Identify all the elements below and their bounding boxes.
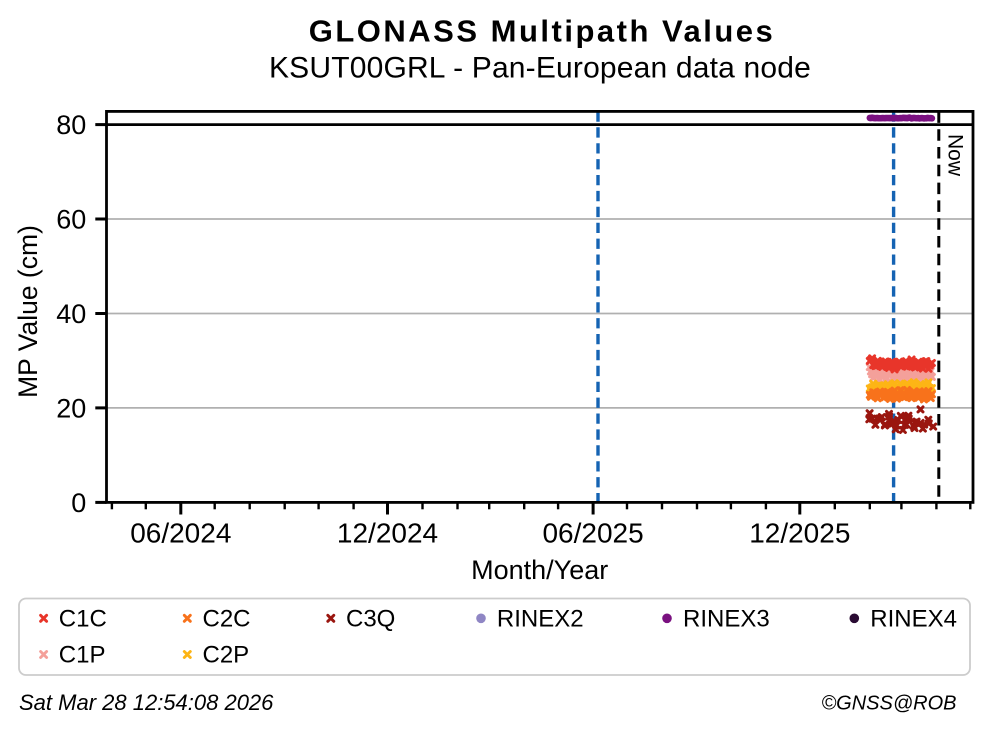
svg-text:Now: Now [944, 134, 967, 177]
svg-text:GLONASS Multipath Values: GLONASS Multipath Values [309, 14, 776, 49]
svg-text:Month/Year: Month/Year [471, 555, 608, 585]
svg-text:60: 60 [56, 205, 86, 235]
svg-text:RINEX2: RINEX2 [497, 606, 584, 633]
svg-text:C2C: C2C [203, 606, 251, 633]
svg-text:06/2024: 06/2024 [130, 518, 231, 549]
svg-text:80: 80 [56, 110, 86, 140]
svg-text:06/2025: 06/2025 [542, 518, 643, 549]
svg-text:Sat Mar 28 12:54:08 2026: Sat Mar 28 12:54:08 2026 [19, 690, 274, 715]
svg-text:12/2025: 12/2025 [749, 518, 850, 549]
svg-text:KSUT00GRL - Pan-European data: KSUT00GRL - Pan-European data node [269, 51, 811, 84]
svg-text:MP Value (cm): MP Value (cm) [13, 225, 43, 398]
svg-text:12/2024: 12/2024 [337, 518, 438, 549]
svg-text:C3Q: C3Q [346, 606, 395, 633]
svg-text:0: 0 [71, 488, 86, 518]
svg-text:C2P: C2P [203, 642, 250, 669]
svg-text:20: 20 [56, 393, 86, 423]
svg-text:40: 40 [56, 299, 86, 329]
svg-text:C1C: C1C [59, 606, 107, 633]
svg-text:RINEX4: RINEX4 [870, 606, 957, 633]
svg-text:©GNSS@ROB: ©GNSS@ROB [821, 693, 956, 715]
svg-text:RINEX3: RINEX3 [683, 606, 770, 633]
svg-text:C1P: C1P [59, 642, 106, 669]
